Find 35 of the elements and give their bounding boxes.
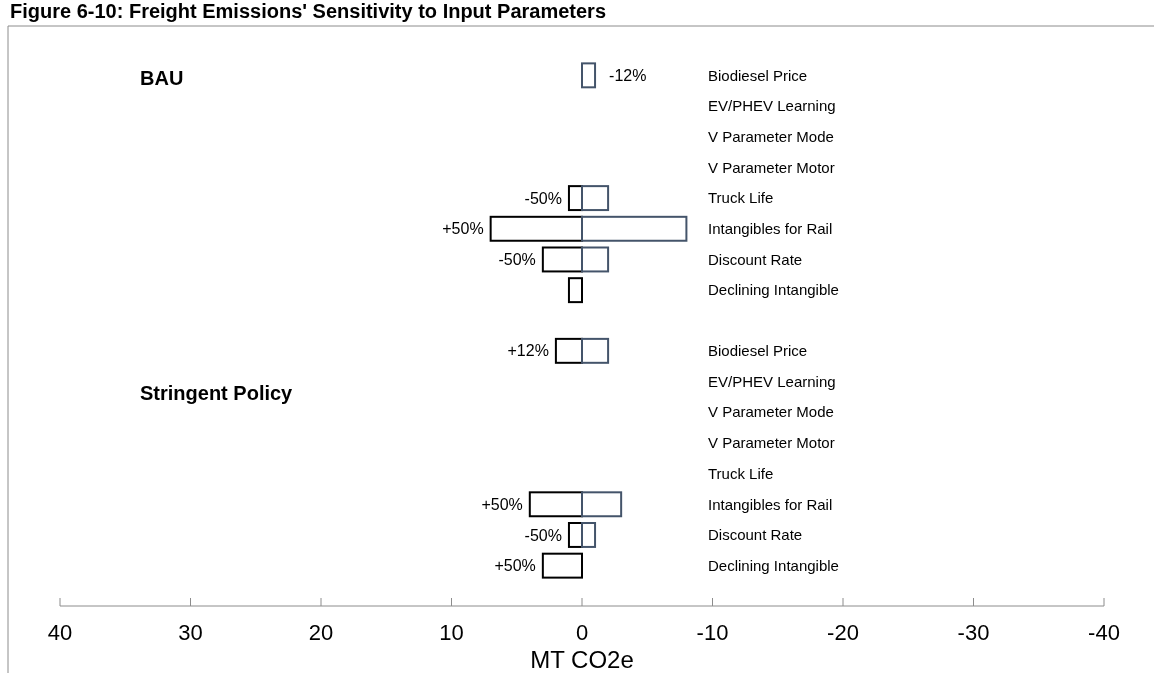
x-tick-label: -10 (696, 620, 729, 645)
annotation: +50% (481, 495, 523, 513)
y-tick-label: Intangibles for Rail (708, 495, 833, 513)
x-tick-label: -20 (827, 620, 859, 645)
x-tick-label: 20 (308, 620, 334, 645)
bar (567, 277, 583, 304)
annotation: +50% (442, 220, 484, 238)
y-tick-label: V Parameter Motor (708, 434, 835, 452)
y-tick-label: Truck Life (708, 464, 774, 482)
x-tick-label: 0 (575, 620, 589, 645)
bar (581, 62, 597, 89)
annotation: -50% (498, 251, 536, 269)
annotation: +12% (507, 342, 549, 360)
x-tick-label: 30 (178, 620, 203, 645)
y-tick-label: EV/PHEV Learning (708, 372, 836, 390)
x-tick-label: -30 (957, 620, 990, 645)
chart-title: BAU (140, 67, 184, 89)
annotation: +50% (494, 557, 536, 575)
y-tick-label: V Parameter Mode (708, 403, 834, 421)
text: Stringent Policy (140, 382, 294, 404)
bar (581, 185, 610, 212)
bar (581, 246, 610, 273)
bar (489, 215, 583, 242)
y-tick-label: Discount Rate (708, 526, 803, 544)
y-tick-label: Biodiesel Price (708, 342, 808, 360)
x-tick-label: -40 (1088, 620, 1120, 645)
annotation: -12% (609, 66, 647, 84)
annotation: -50% (524, 189, 562, 207)
bar (581, 215, 688, 242)
x-tick-label: 40 (47, 620, 73, 645)
x-axis-title: MT CO2e (530, 646, 634, 673)
y-tick-label: Declining Intangible (708, 556, 839, 574)
caption: Figure 6-10: Freight Emissions' Sensitivity to Input Parameters (10, 0, 607, 22)
x-tick-label: 10 (439, 620, 464, 645)
annotation: -50% (524, 526, 562, 544)
